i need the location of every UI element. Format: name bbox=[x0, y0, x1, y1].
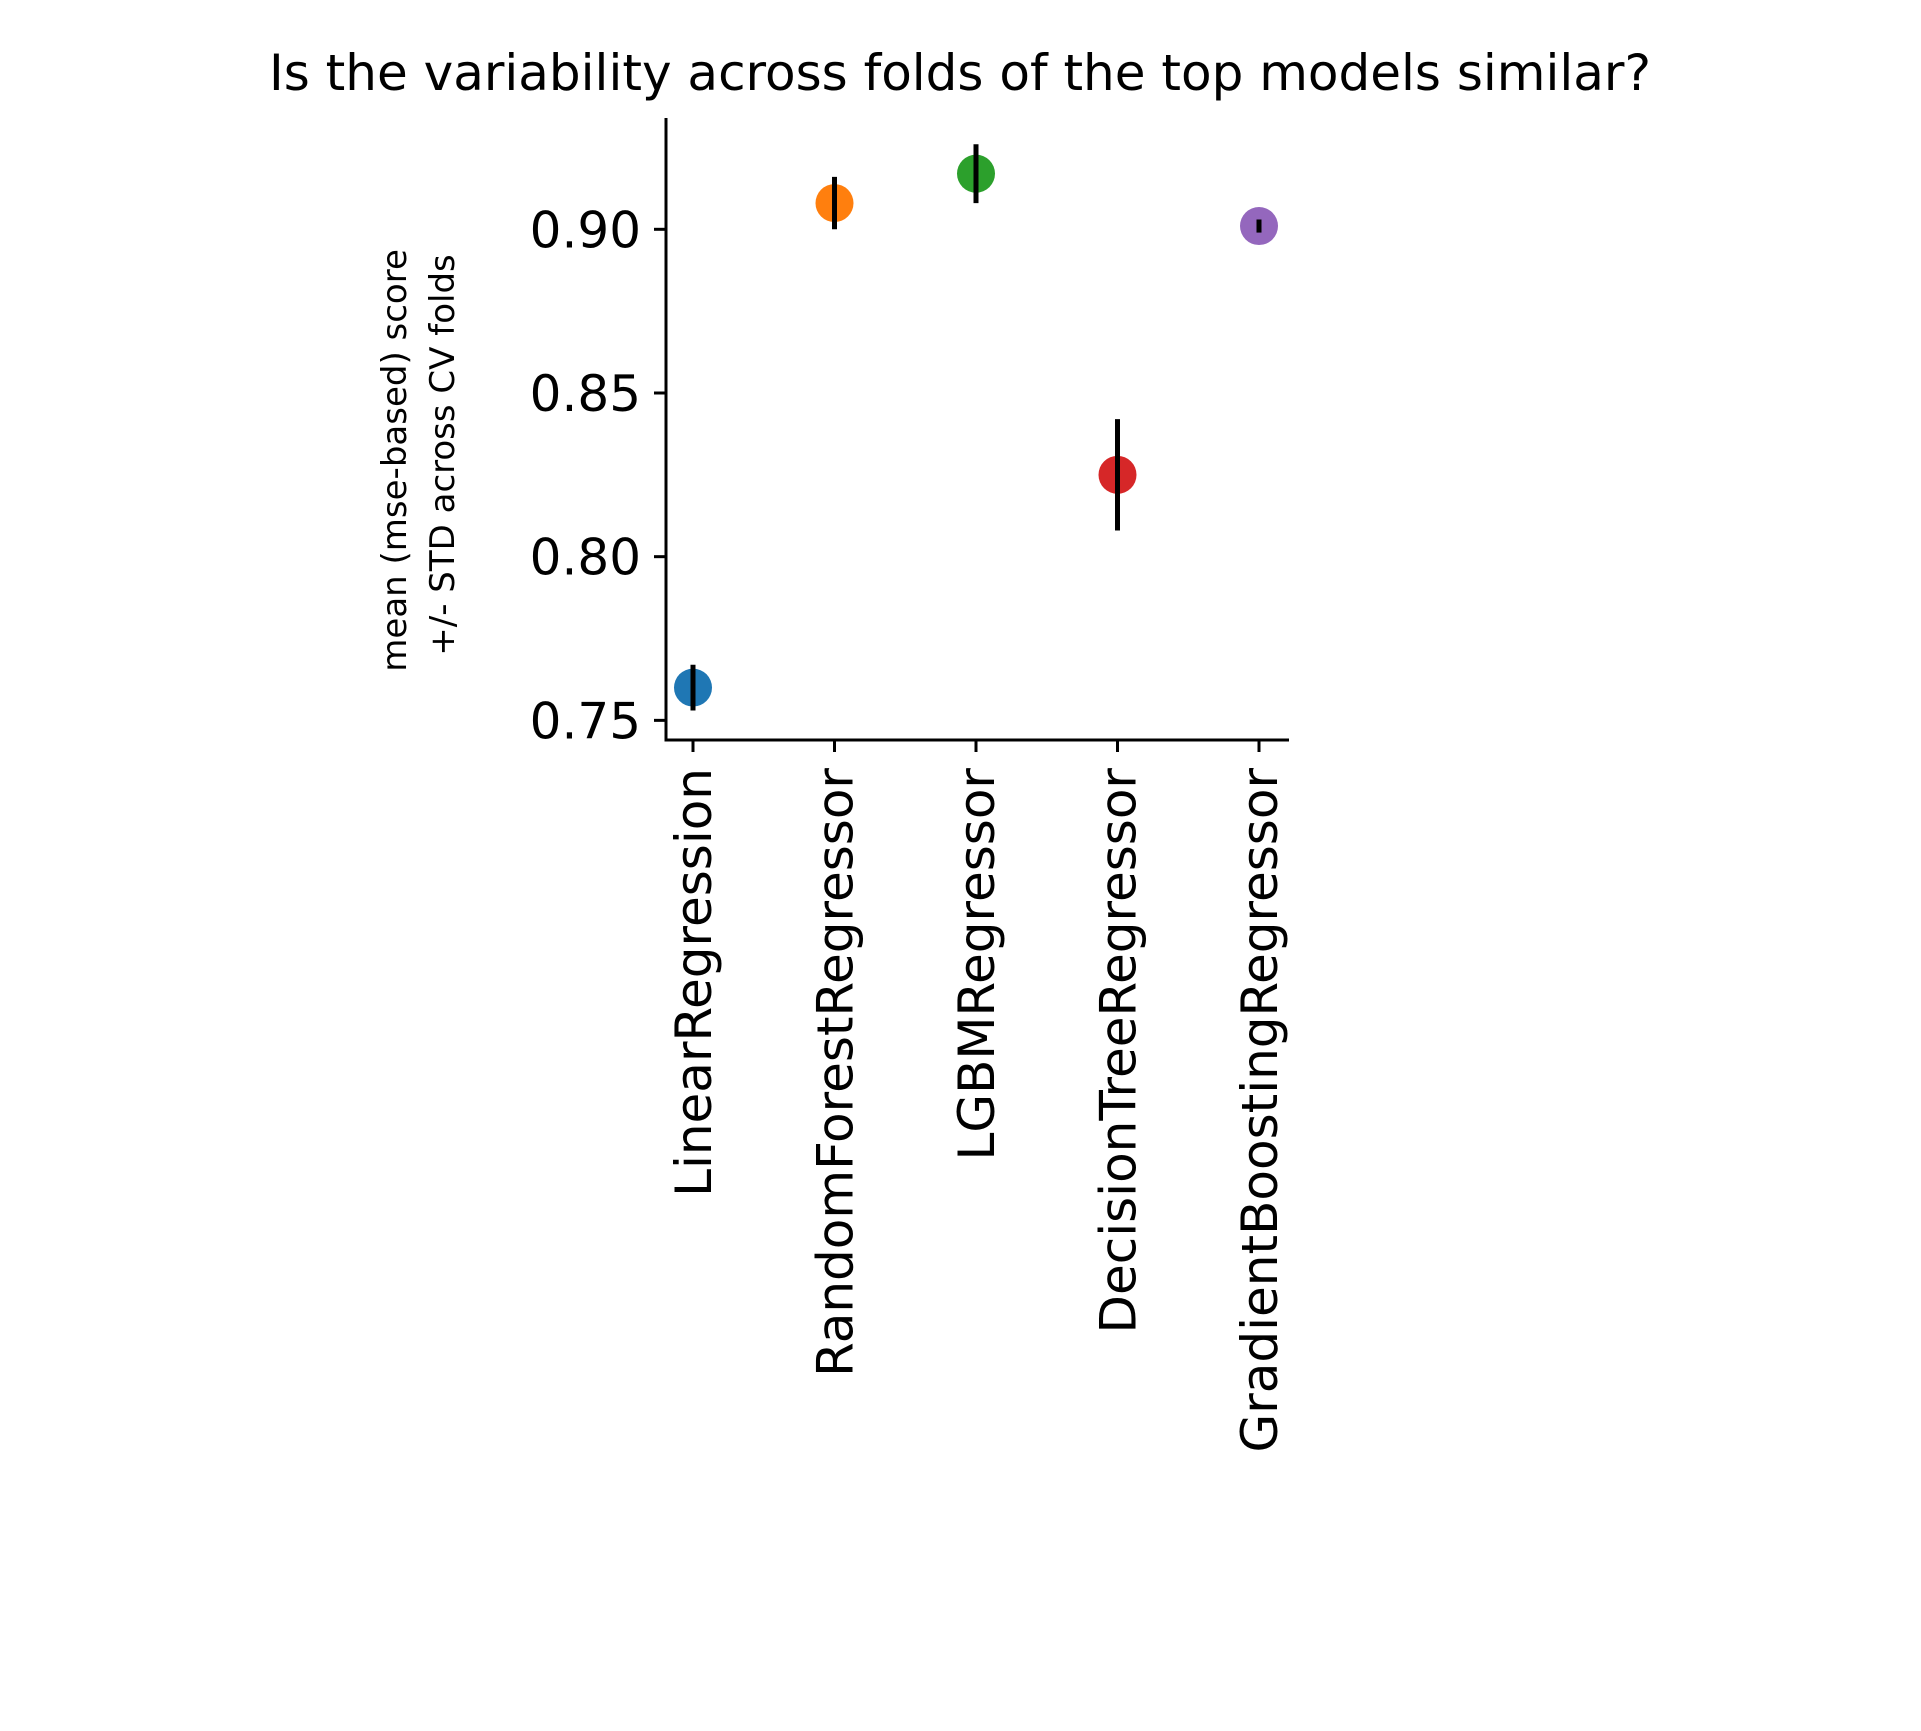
x-tick-label: LinearRegression bbox=[665, 768, 723, 1197]
y-tick-label: 0.85 bbox=[530, 365, 641, 423]
x-axis-ticks: LinearRegression RandomForestRegressor LGB… bbox=[665, 740, 1289, 1453]
x-tick-label: DecisionTreeRegressor bbox=[1090, 768, 1148, 1334]
y-axis-ticks: 0.75 0.80 0.85 0.90 bbox=[530, 201, 666, 750]
x-tick-label: GradientBoostingRegressor bbox=[1231, 768, 1289, 1453]
y-axis-label: mean (mse-based) score +/- STD across CV… bbox=[375, 238, 463, 671]
x-tick-label: LGBMRegressor bbox=[948, 768, 1006, 1161]
plot-marks bbox=[674, 144, 1278, 711]
y-axis-label-line: +/- STD across CV folds bbox=[423, 254, 463, 655]
chart-title: Is the variability across folds of the t… bbox=[269, 44, 1651, 102]
y-axis-label-line: mean (mse-based) score bbox=[375, 249, 415, 672]
y-tick-label: 0.90 bbox=[530, 201, 641, 259]
y-tick-label: 0.80 bbox=[530, 529, 641, 587]
y-tick-label: 0.75 bbox=[530, 692, 641, 750]
x-tick-label: RandomForestRegressor bbox=[807, 768, 865, 1377]
